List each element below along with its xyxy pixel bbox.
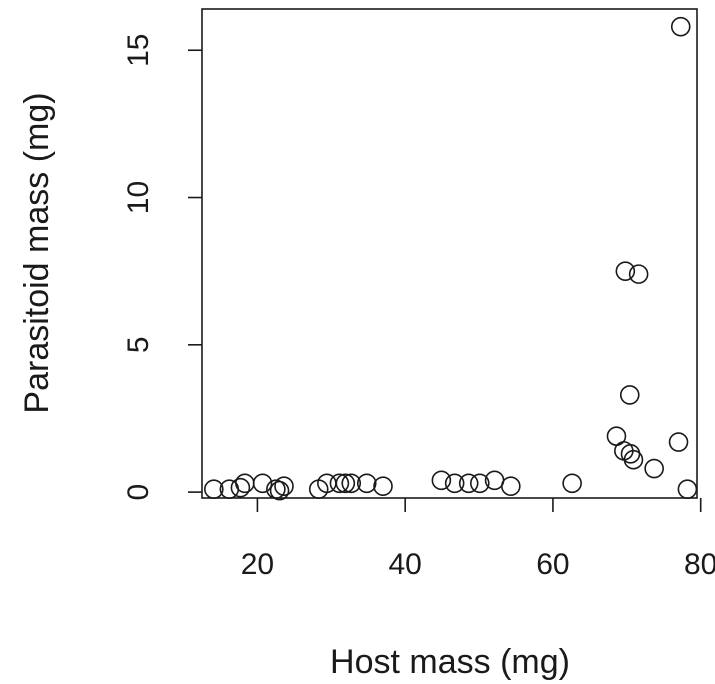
data-point [623,449,644,470]
y-tick-label: 10 [122,181,155,214]
data-point [677,479,698,499]
y-tick-label: 0 [122,484,155,501]
x-tick-label: 40 [388,548,421,581]
y-axis-label: Parasitoid mass (mg) [18,92,56,413]
data-point [562,473,582,494]
data-point [668,432,689,452]
x-axis: 20 40 60 80 [241,498,715,581]
data-point [356,473,377,494]
x-tick-label: 20 [241,548,274,581]
data-points [204,16,698,501]
x-axis-label: Host mass (mg) [330,643,570,681]
y-tick-label: 5 [122,336,155,353]
data-point [444,473,465,494]
data-point [204,479,224,499]
data-point [274,476,294,497]
plot-frame [201,8,698,499]
data-point [373,476,393,497]
data-point [341,473,362,494]
data-point [615,261,636,281]
x-tick-label: 60 [536,548,569,581]
data-point [619,385,640,405]
y-tick-label: 15 [122,34,155,67]
y-axis: 0 5 10 15 [122,34,202,501]
data-point [329,473,350,494]
data-point [458,473,479,494]
data-point [628,264,649,284]
data-point [469,473,490,494]
data-point [431,470,452,491]
data-point [235,473,255,494]
data-point [335,473,356,494]
data-point [670,16,691,37]
data-point [269,480,290,501]
data-point [230,477,251,498]
x-tick-label: 80 [684,548,715,581]
data-point [252,473,273,494]
data-point [308,479,329,499]
data-point [644,458,664,479]
data-point [501,476,521,497]
